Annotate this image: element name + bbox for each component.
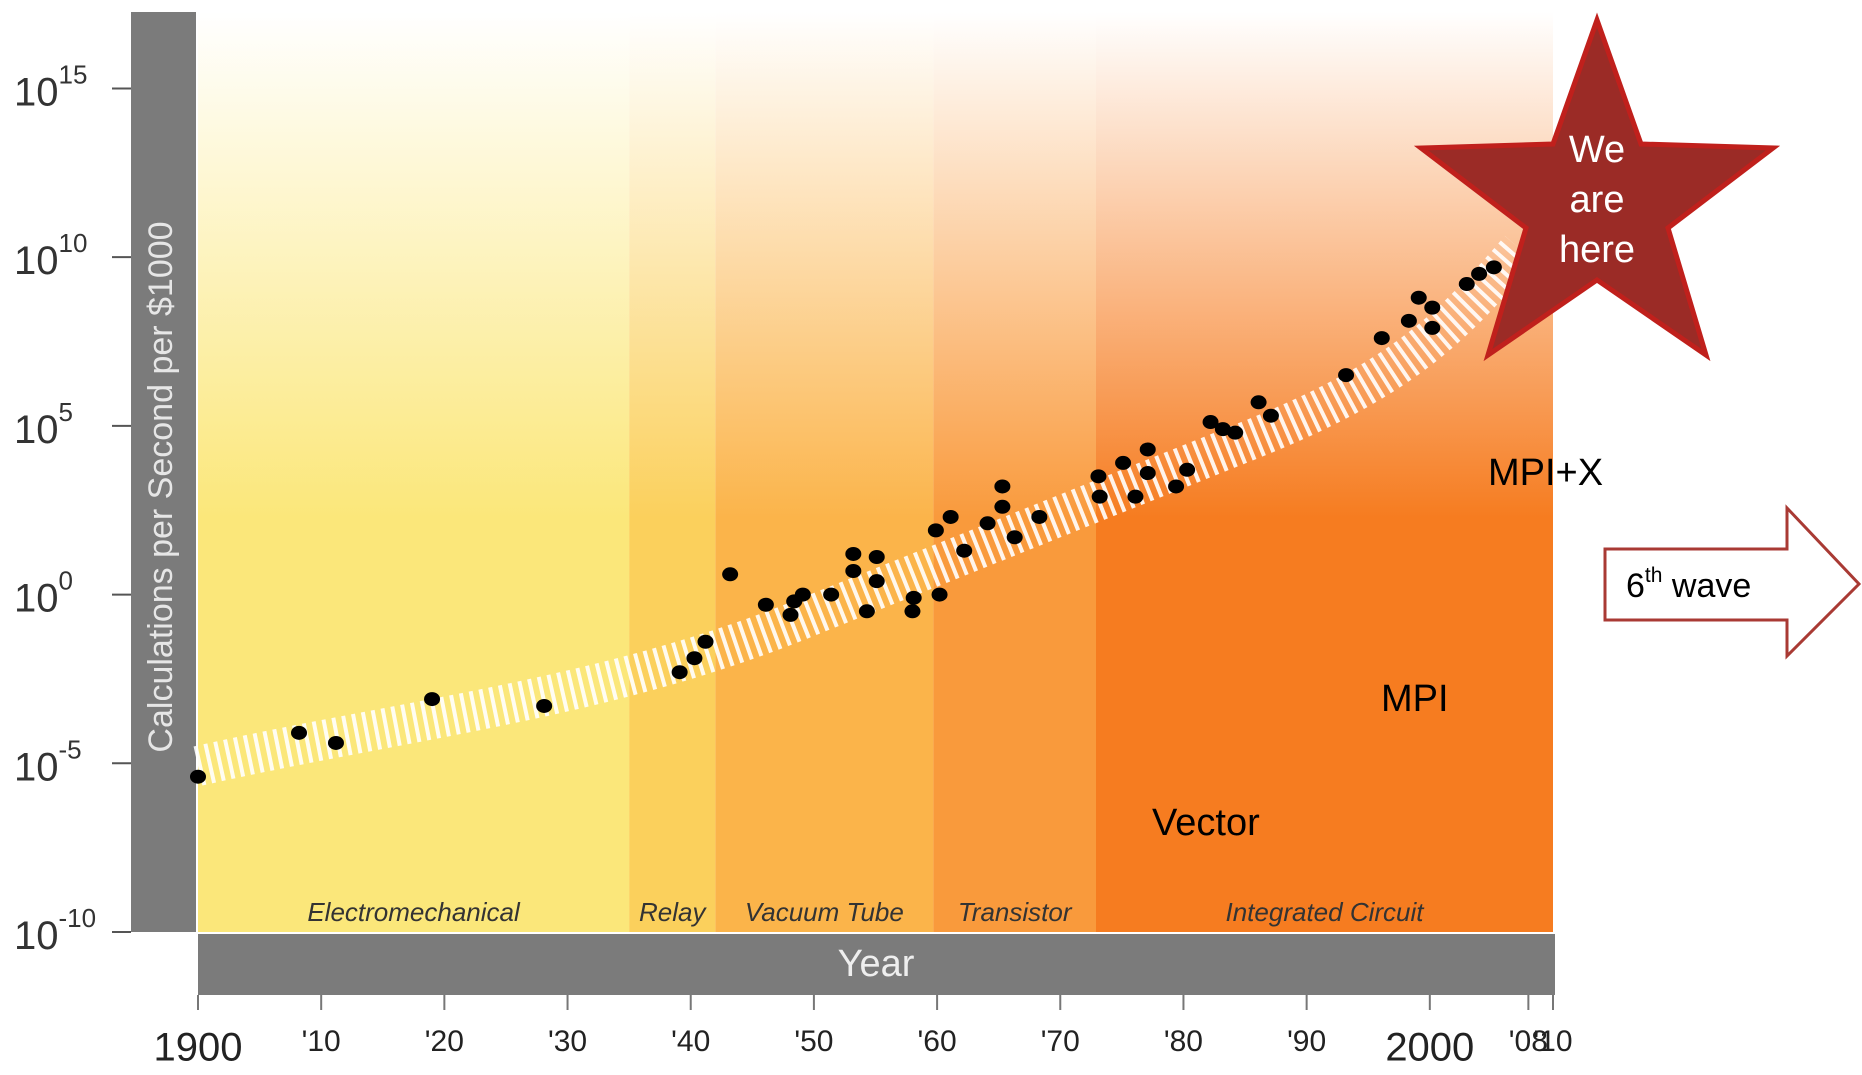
data-point [190, 770, 206, 784]
data-point [672, 665, 688, 679]
data-point [536, 699, 552, 713]
x-tick-label: '80 [1164, 1025, 1203, 1058]
data-point [722, 567, 738, 581]
y-tick-label: 1010 [14, 228, 87, 283]
x-tick-label: '30 [548, 1025, 587, 1058]
data-point [994, 479, 1010, 493]
data-point [1471, 267, 1487, 281]
era-region [933, 12, 1096, 932]
wave-label: 6th wave [1626, 564, 1751, 605]
annotation: MPI+X [1488, 452, 1603, 494]
era-region [629, 12, 715, 932]
era-region [715, 12, 933, 932]
x-tick-label: '40 [671, 1025, 710, 1058]
x-tick-label: '10 [1533, 1025, 1572, 1058]
data-point [994, 500, 1010, 514]
data-point [845, 564, 861, 578]
data-point [1031, 510, 1047, 524]
data-point [698, 635, 714, 649]
data-point [1251, 395, 1267, 409]
y-tick-label: 10-5 [14, 734, 82, 789]
data-point [1263, 409, 1279, 423]
era-label: Transistor [958, 897, 1073, 927]
annotation: Vector [1152, 802, 1260, 844]
data-point [1411, 291, 1427, 305]
star-text: here [1559, 229, 1635, 271]
data-point [956, 544, 972, 558]
data-point [1092, 490, 1108, 504]
x-tick-label: 1900 [154, 1026, 243, 1070]
data-point [1090, 469, 1106, 483]
chart: Electromechanical Relay Vacuum Tube Transis… [0, 0, 1862, 1070]
wave-text: wave [1662, 567, 1751, 605]
data-point [686, 651, 702, 665]
data-point [859, 604, 875, 618]
data-point [869, 574, 885, 588]
y-tick-label: 100 [14, 565, 73, 620]
data-point [823, 588, 839, 602]
era-region [198, 12, 629, 932]
data-point [943, 510, 959, 524]
data-point [869, 550, 885, 564]
data-point [904, 604, 920, 618]
data-point [1374, 331, 1390, 345]
x-tick-label: '70 [1041, 1025, 1080, 1058]
x-tick-label: '10 [302, 1025, 341, 1058]
x-tick-label: '20 [425, 1025, 464, 1058]
data-point [1459, 277, 1475, 291]
data-point [1168, 479, 1184, 493]
y-tick-label: 105 [14, 397, 73, 452]
y-axis-title: Calculations per Second per $1000 [142, 221, 180, 752]
data-point [424, 692, 440, 706]
wave-number: 6 [1626, 567, 1645, 605]
data-point [1127, 490, 1143, 504]
era-layer: Electromechanical Relay Vacuum Tube Transis… [198, 12, 1553, 932]
y-tick-label: 10-10 [14, 903, 96, 958]
x-tick-label: '90 [1287, 1025, 1326, 1058]
data-point [906, 591, 922, 605]
era-label: Integrated Circuit [1226, 897, 1426, 927]
data-point [1338, 368, 1354, 382]
data-point [795, 588, 811, 602]
data-point [928, 523, 944, 537]
page: Electromechanical Relay Vacuum Tube Transis… [0, 0, 1862, 1070]
data-point [1227, 426, 1243, 440]
x-tick-label: '60 [918, 1025, 957, 1058]
era-label: Vacuum Tube [745, 897, 904, 927]
data-point [783, 608, 799, 622]
x-tick-label: 2000 [1385, 1026, 1474, 1070]
data-point [758, 598, 774, 612]
y-tick-label: 1015 [14, 59, 87, 114]
data-point [845, 547, 861, 561]
era-label: Electromechanical [307, 897, 521, 927]
star-text: are [1570, 179, 1625, 221]
data-point [1179, 463, 1195, 477]
data-point [328, 736, 344, 750]
data-point [1486, 260, 1502, 274]
data-point [980, 516, 996, 530]
data-point [1424, 321, 1440, 335]
wave-suffix: th [1645, 564, 1663, 587]
data-point [1401, 314, 1417, 328]
x-tick-label: '50 [794, 1025, 833, 1058]
data-point [1140, 442, 1156, 456]
data-point [1115, 456, 1131, 470]
data-point [1007, 530, 1023, 544]
data-point [1140, 466, 1156, 480]
x-axis-title: Year [838, 943, 915, 985]
data-point [932, 588, 948, 602]
data-point [1424, 301, 1440, 315]
era-label: Relay [639, 897, 707, 927]
data-point [291, 726, 307, 740]
annotation: MPI [1381, 678, 1449, 720]
star-text: We [1569, 129, 1625, 171]
